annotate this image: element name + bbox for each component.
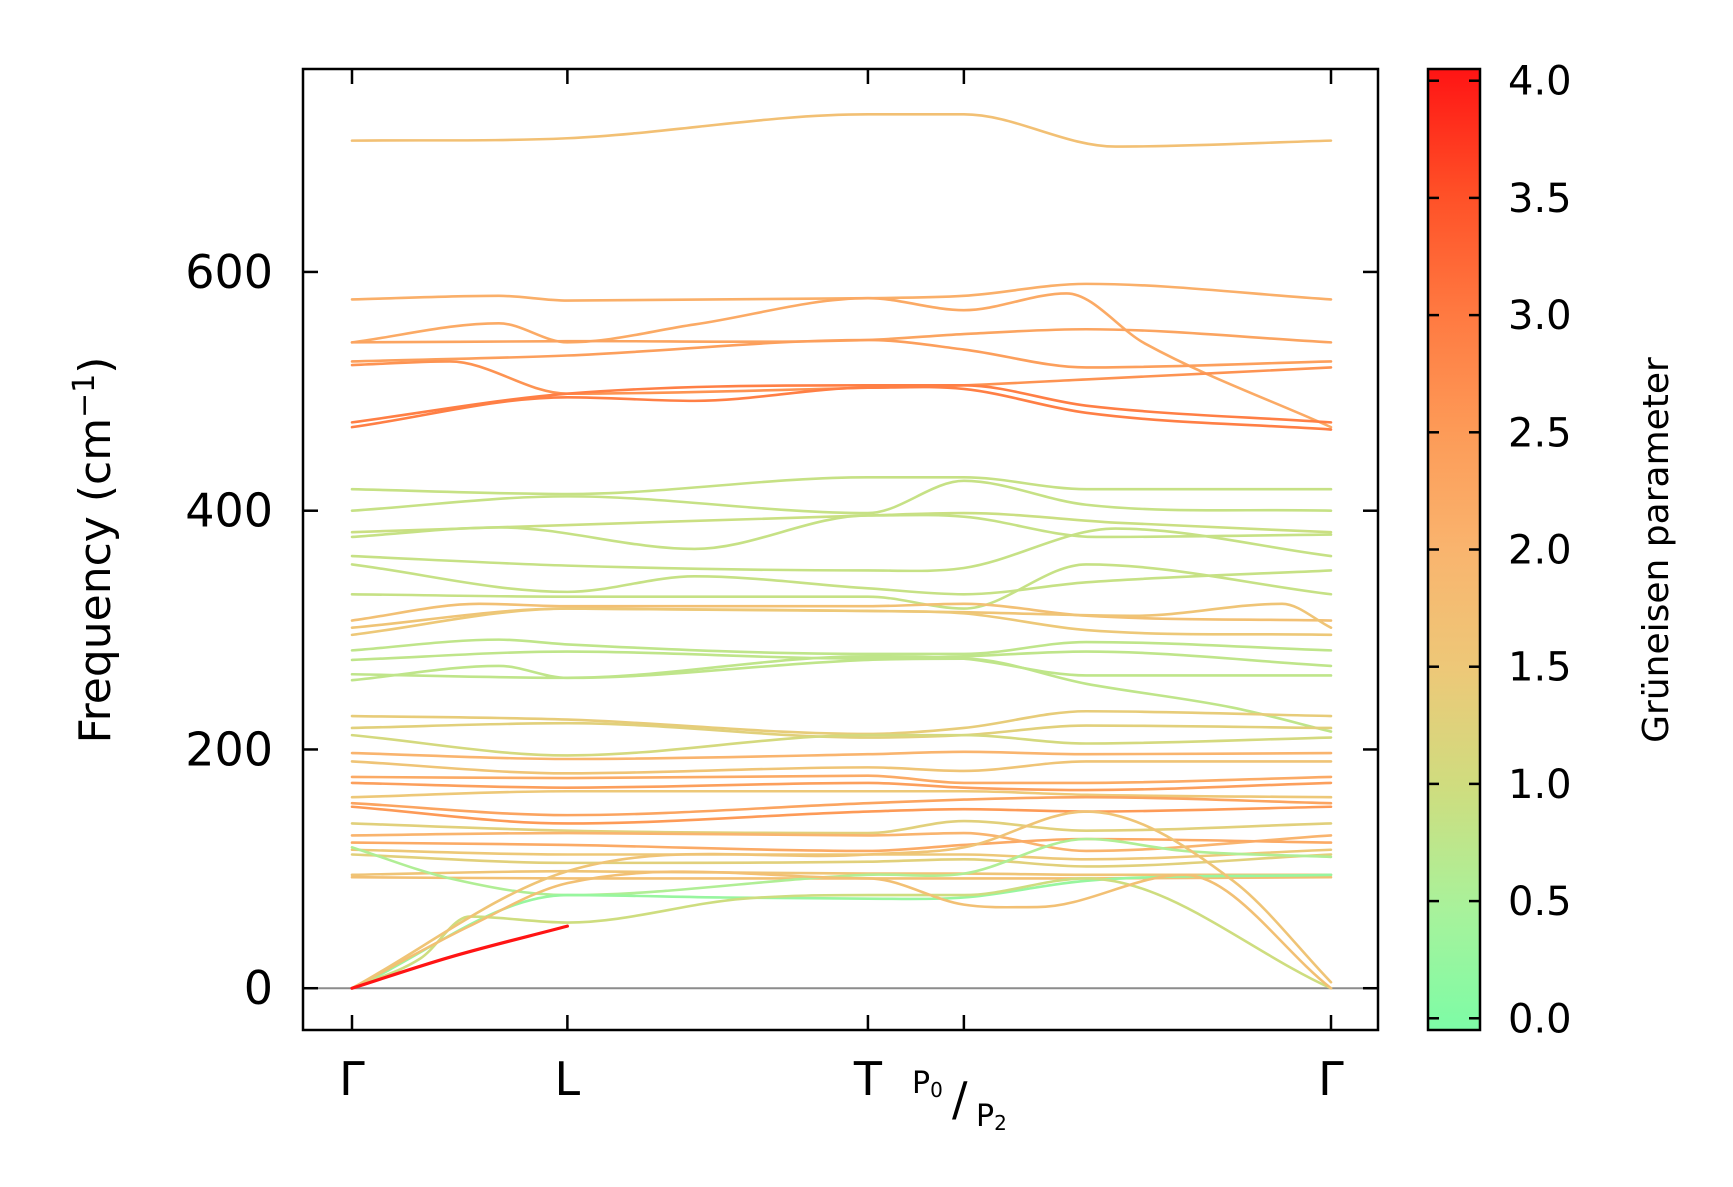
band-line-11 [350,513,1333,551]
band-line-4 [350,338,1333,369]
p0-p2-label: P0 / P2 [912,1066,1007,1135]
colorbar-tick-label-0: 0.0 [1508,996,1572,1042]
band-line-15 [350,602,1333,622]
x-tick-label-4: Γ [1318,1052,1344,1106]
y-axis-label-text: Frequency (cm [70,418,121,744]
split-label-top: P0 [912,1066,943,1102]
band-line-44 [350,924,569,990]
y-tick-label-0: 0 [244,961,273,1015]
band-line-33 [350,831,1333,853]
band-line-8 [350,475,1333,496]
colorbar-tick-label-8: 4.0 [1508,59,1572,105]
split-label-bottom: P2 [976,1099,1007,1135]
band-line-25 [350,750,1333,761]
colorbar-tick-label-4: 2.0 [1508,528,1572,574]
band-line-9 [350,479,1333,515]
band-line-22 [350,709,1333,736]
colorbar-tick-label-2: 1.0 [1508,762,1572,808]
band-line-34 [350,837,1333,853]
band-line-3 [350,327,1333,344]
band-line-42 [350,870,1333,990]
band-line-28 [350,781,1333,792]
band-line-30 [350,795,1333,817]
band-line-36 [350,853,1333,868]
band-line-23 [350,721,1333,739]
y-ticks: 0 200 400 600 [185,245,1378,1015]
band-line-41 [350,877,1333,990]
colorbar-tick-label-1: 0.5 [1508,879,1572,925]
band-line-27 [350,774,1333,785]
x-tick-label-1: L [555,1052,581,1106]
colorbar-ticks: 0.0 0.5 1.0 1.5 2.0 2.5 3.0 3.5 4.0 [1428,59,1572,1042]
y-axis-label: Frequency (cm−1) [67,357,121,744]
band-line-43 [350,810,1333,990]
band-line-12 [350,527,1333,573]
band-line-20 [350,655,1333,680]
band-line-39 [350,837,1333,897]
x-tick-label-0: Γ [339,1052,365,1106]
band-line-29 [350,789,1333,799]
band-line-7 [350,385,1333,431]
colorbar-tick-label-6: 3.0 [1508,293,1572,339]
band-line-21 [350,657,1333,733]
band-line-40 [350,873,1333,990]
band-line-13 [350,563,1333,596]
y-tick-label-2: 400 [185,484,273,538]
colorbar-tick-label-3: 1.5 [1508,645,1572,691]
colorbar-tick-label-7: 3.5 [1508,176,1572,222]
x-tick-label-2: T [853,1052,883,1106]
band-line-32 [350,819,1333,835]
band-line-14 [350,563,1333,610]
y-tick-label-3: 600 [185,245,273,299]
band-line-17 [350,607,1333,637]
split-label-sep: / [952,1072,968,1126]
y-axis-label-close: ) [70,357,121,374]
band-line-26 [350,760,1333,775]
colorbar-label: Grüneisen parameter [1636,357,1677,743]
colorbar-tick-label-5: 2.5 [1508,410,1572,456]
band-line-31 [350,805,1333,825]
band-line-10 [350,511,1333,534]
band-line-6 [350,384,1333,424]
y-tick-label-1: 200 [185,722,273,776]
band-line-0 [350,113,1333,148]
band-line-18 [350,638,1333,656]
band-line-2 [350,292,1333,429]
band-line-24 [350,733,1333,757]
plot-frame [301,67,1380,1032]
band-lines [350,113,1333,990]
y-axis-label-superscript: −1 [67,374,102,418]
